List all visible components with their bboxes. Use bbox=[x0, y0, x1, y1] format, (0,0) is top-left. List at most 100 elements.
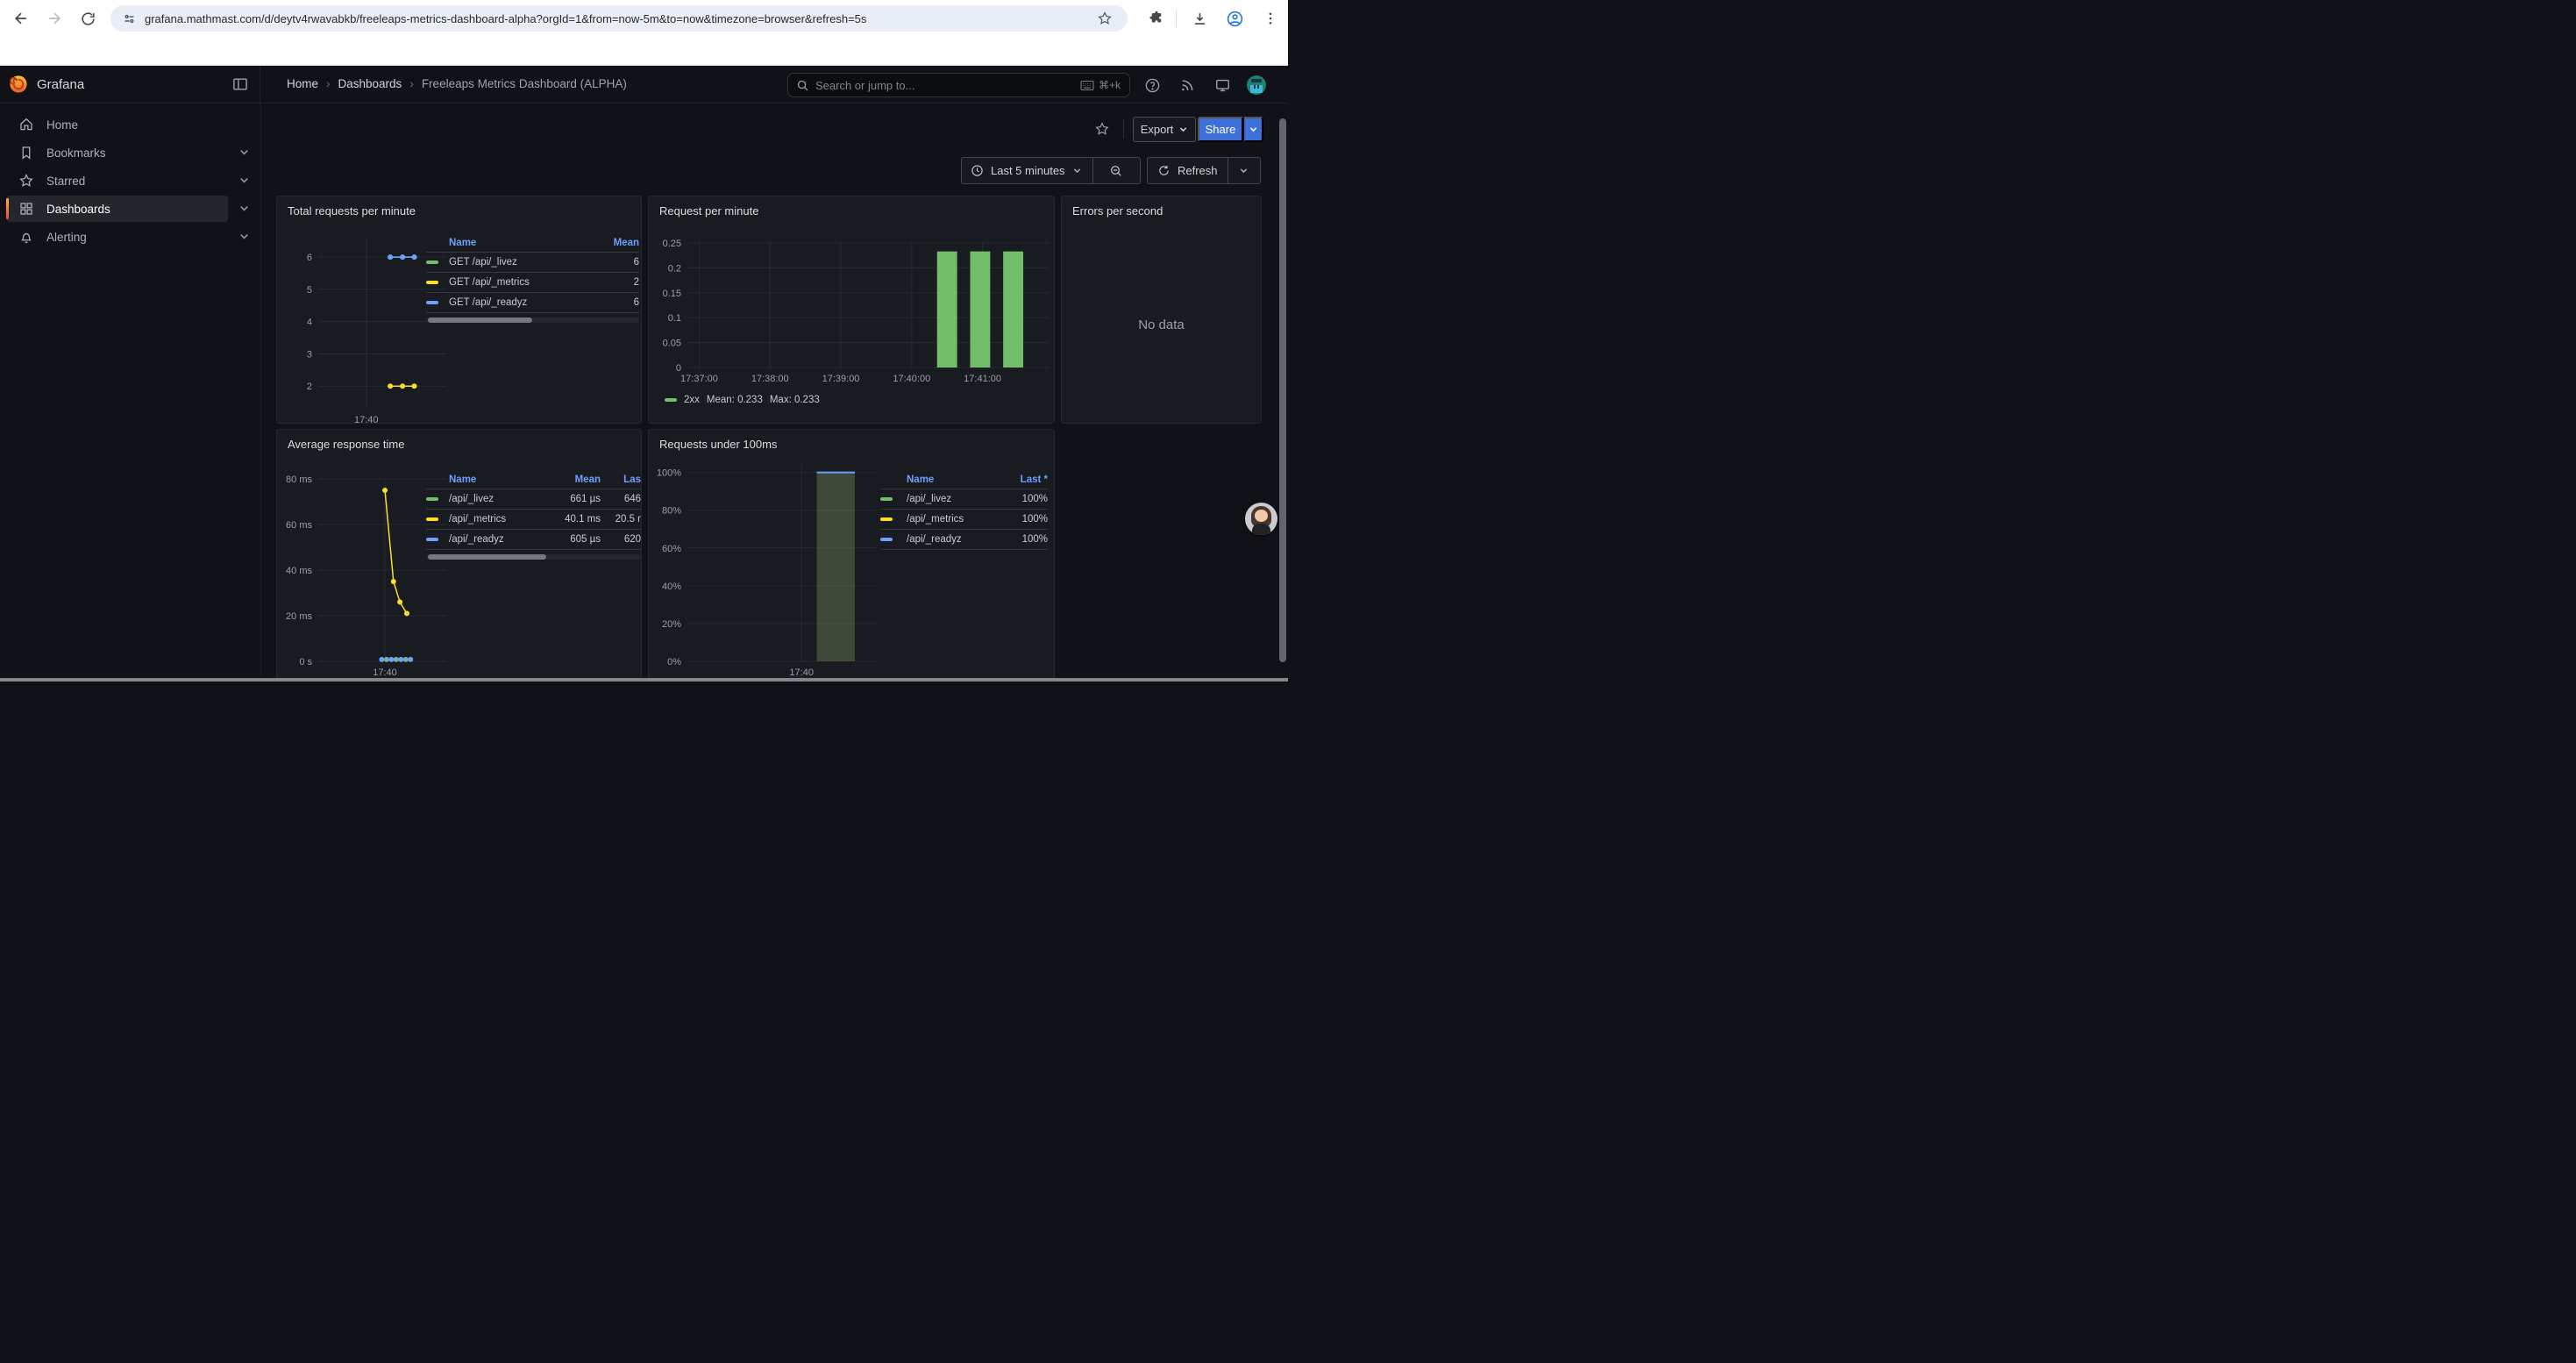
screen: grafana.mathmast.com/d/deytv4rwavabkb/fr… bbox=[0, 0, 1288, 682]
series-mean: 40.1 ms bbox=[565, 514, 601, 525]
series-name[interactable]: /api/_livez bbox=[907, 494, 952, 504]
series-name[interactable]: /api/_metrics bbox=[907, 514, 964, 525]
svg-text:4: 4 bbox=[307, 318, 312, 328]
breadcrumb-home[interactable]: Home bbox=[287, 77, 319, 90]
breadcrumb-dashboards[interactable]: Dashboards bbox=[338, 77, 402, 90]
avatar-pixel-art bbox=[1257, 85, 1259, 89]
series-swatch bbox=[426, 260, 438, 264]
chevron-down-icon[interactable] bbox=[238, 231, 251, 243]
legend-header-mean[interactable]: Mean bbox=[613, 237, 639, 248]
panel-title[interactable]: Requests under 100ms bbox=[659, 438, 778, 451]
share-button[interactable]: Share bbox=[1198, 117, 1243, 142]
sidebar-item-starred[interactable]: Starred bbox=[6, 168, 248, 194]
panel-title[interactable]: Average response time bbox=[288, 438, 405, 451]
time-range-picker[interactable]: Last 5 minutes bbox=[961, 157, 1141, 184]
user-avatar[interactable] bbox=[1247, 75, 1266, 95]
chevron-down-icon bbox=[1180, 127, 1187, 132]
svg-text:100%: 100% bbox=[657, 468, 681, 479]
panel-title[interactable]: Errors per second bbox=[1072, 204, 1163, 218]
floating-assistant-avatar[interactable] bbox=[1245, 503, 1277, 535]
sidebar-toggle-icon[interactable] bbox=[231, 75, 249, 93]
series-name[interactable]: /api/_livez bbox=[449, 494, 495, 504]
legend-scrollbar[interactable] bbox=[426, 318, 639, 323]
legend-header-name[interactable]: Name bbox=[449, 237, 477, 248]
address-bar[interactable]: grafana.mathmast.com/d/deytv4rwavabkb/fr… bbox=[110, 5, 1128, 32]
refresh-icon bbox=[1157, 164, 1171, 177]
series-swatch bbox=[880, 517, 893, 521]
svg-text:0%: 0% bbox=[667, 657, 681, 667]
sidebar-item-label: Home bbox=[46, 118, 79, 132]
menu-icon[interactable] bbox=[1260, 8, 1281, 29]
panel-errors-per-second: Errors per second No data bbox=[1061, 196, 1262, 424]
sidebar-item-home[interactable]: Home bbox=[6, 111, 228, 138]
series-mean: 6 bbox=[633, 257, 639, 268]
svg-text:40%: 40% bbox=[662, 582, 681, 592]
chevron-down-icon[interactable] bbox=[238, 203, 251, 215]
bookmarks-bar: Freeleaps 收藏博客 bbox=[0, 37, 1288, 96]
favorite-star-icon[interactable] bbox=[1094, 121, 1110, 137]
svg-text:6: 6 bbox=[307, 253, 312, 263]
series-name[interactable]: GET /api/_readyz bbox=[449, 297, 528, 308]
legend-row: GET /api/_readyz 6 bbox=[426, 293, 639, 313]
share-menu-button[interactable] bbox=[1244, 117, 1263, 142]
toolbar-divider bbox=[1176, 10, 1177, 27]
monitor-icon[interactable] bbox=[1213, 76, 1231, 94]
legend-header-name[interactable]: Name bbox=[907, 474, 935, 485]
bar-chart[interactable]: 0% 20% 40% 60% 80% 100% 17:40 bbox=[649, 430, 1055, 682]
url-text[interactable]: grafana.mathmast.com/d/deytv4rwavabkb/fr… bbox=[145, 11, 867, 25]
legend-header-name[interactable]: Name bbox=[449, 474, 477, 485]
breadcrumb: Home › Dashboards › Freeleaps Metrics Da… bbox=[287, 77, 627, 90]
timeseries-chart[interactable]: 2 3 4 5 6 17:40 bbox=[277, 196, 642, 424]
extensions-icon[interactable] bbox=[1146, 8, 1167, 29]
legend-header-last[interactable]: Last * bbox=[1020, 474, 1048, 485]
series-mean: Mean: 0.233 bbox=[706, 395, 763, 405]
grafana-logo[interactable] bbox=[9, 75, 28, 94]
chevron-down-icon[interactable] bbox=[238, 175, 251, 187]
legend-table: Name Mean GET /api/_livez 6 GET /api/_me… bbox=[426, 233, 639, 323]
series-name[interactable]: /api/_readyz bbox=[907, 534, 962, 545]
legend-header-last[interactable]: Las bbox=[623, 474, 641, 485]
legend-table: Name Last * /api/_livez 100% /api/_metri… bbox=[880, 470, 1048, 550]
svg-text:17:40: 17:40 bbox=[789, 667, 814, 678]
series-name[interactable]: /api/_metrics bbox=[449, 514, 507, 525]
bar-chart[interactable]: 0 0.05 0.1 0.15 0.2 0.25 17:37:00 17:38:00 17:39… bbox=[649, 196, 1055, 424]
svg-text:5: 5 bbox=[307, 285, 312, 296]
zoom-out-icon[interactable] bbox=[1093, 164, 1140, 178]
series-name[interactable]: GET /api/_livez bbox=[449, 257, 517, 268]
back-icon[interactable] bbox=[11, 8, 32, 29]
chevron-down-icon[interactable] bbox=[238, 146, 251, 159]
reload-icon[interactable] bbox=[77, 8, 98, 29]
sidebar-item-alerting[interactable]: Alerting bbox=[6, 224, 248, 250]
page-scrollbar[interactable] bbox=[1279, 105, 1286, 678]
bookmark-star-icon[interactable] bbox=[1094, 8, 1115, 29]
sidebar-item-dashboards[interactable]: Dashboards bbox=[6, 196, 248, 222]
series-name[interactable]: /api/_readyz bbox=[449, 534, 504, 545]
scrollbar-thumb[interactable] bbox=[1279, 118, 1286, 662]
help-icon[interactable] bbox=[1143, 76, 1161, 94]
series-name[interactable]: 2xx bbox=[684, 395, 700, 405]
panel-title[interactable]: Total requests per minute bbox=[288, 204, 416, 218]
downloads-icon[interactable] bbox=[1189, 8, 1210, 29]
legend-scrollbar[interactable] bbox=[426, 554, 641, 560]
site-settings-icon[interactable] bbox=[122, 11, 137, 26]
breadcrumb-separator: › bbox=[326, 77, 331, 90]
sidebar-item-bookmarks[interactable]: Bookmarks bbox=[6, 139, 248, 166]
panel-title[interactable]: Request per minute bbox=[659, 204, 759, 218]
profile-icon[interactable] bbox=[1224, 8, 1245, 29]
sidebar-item-label: Alerting bbox=[46, 230, 87, 244]
svg-text:0: 0 bbox=[676, 363, 681, 374]
legend-table: Name Mean Las /api/_livez 661 µs 646 /ap… bbox=[426, 470, 641, 560]
search-box[interactable]: ⌘+k bbox=[787, 73, 1130, 97]
series-name[interactable]: GET /api/_metrics bbox=[449, 277, 530, 288]
legend-header-mean[interactable]: Mean bbox=[574, 474, 601, 485]
refresh-control[interactable]: Refresh bbox=[1147, 157, 1261, 184]
timeseries-chart[interactable]: 0 s 20 ms 40 ms 60 ms 80 ms 17:40 bbox=[277, 430, 642, 682]
svg-text:17:40: 17:40 bbox=[354, 415, 379, 424]
search-input[interactable] bbox=[815, 78, 1080, 92]
chevron-down-icon[interactable] bbox=[1228, 166, 1260, 175]
news-rss-icon[interactable] bbox=[1178, 76, 1196, 94]
avatar-face bbox=[1255, 510, 1268, 522]
export-button[interactable]: Export bbox=[1133, 117, 1196, 142]
panel-total-requests-per-minute: Total requests per minute 2 3 4 5 6 17:40 Nam… bbox=[276, 196, 642, 424]
clock-icon bbox=[971, 164, 984, 177]
